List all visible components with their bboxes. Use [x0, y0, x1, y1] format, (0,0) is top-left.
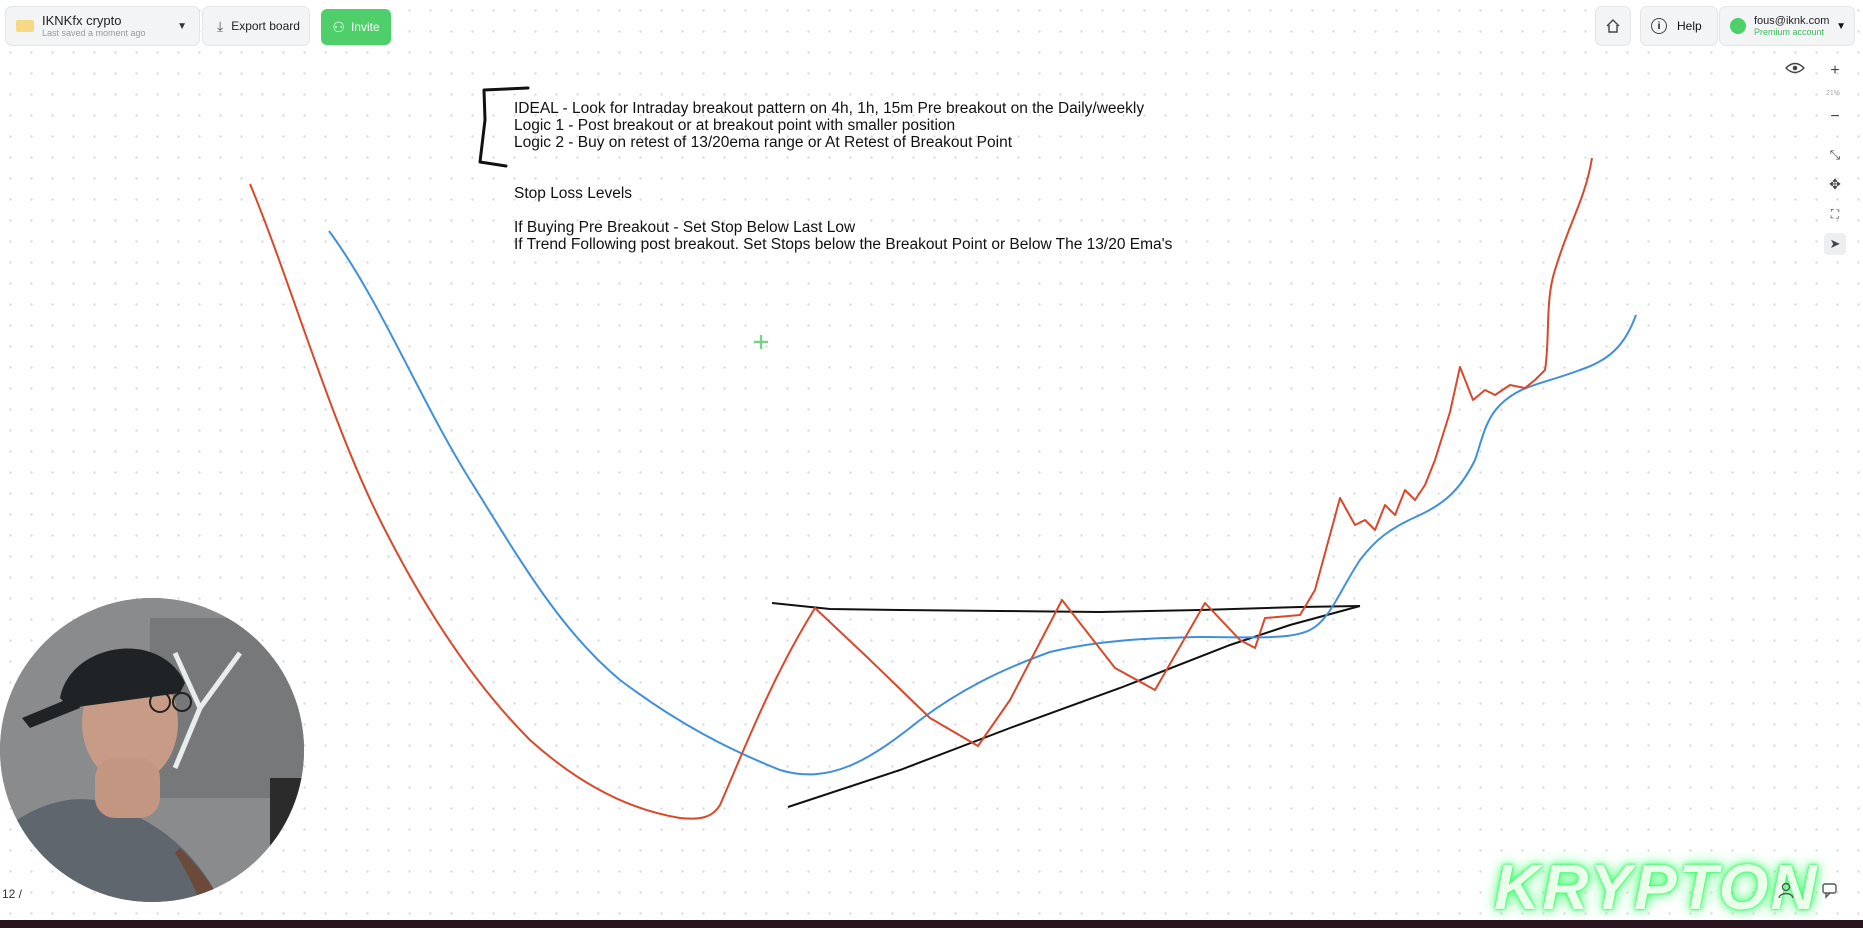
home-button[interactable]	[1595, 6, 1631, 46]
cursor-crosshair	[754, 335, 768, 349]
rising-trendline	[787, 605, 1361, 808]
invite-button[interactable]: ⚇ Invite	[321, 9, 391, 45]
zoom-level: 21%	[1826, 90, 1841, 97]
user-icon	[1730, 18, 1746, 34]
person-icon[interactable]	[1772, 876, 1800, 904]
board-save-status: Last saved a moment ago	[42, 28, 146, 38]
help-button[interactable]: i Help	[1640, 6, 1718, 46]
comment-icon[interactable]	[1816, 876, 1844, 904]
board-title: IKNKfx crypto	[42, 13, 122, 28]
account-menu[interactable]: fous@iknk.com Premium account ▼	[1719, 6, 1855, 46]
bottom-strip	[0, 920, 1863, 928]
ema-line	[328, 230, 1637, 776]
price-line	[249, 157, 1593, 820]
home-icon	[1606, 19, 1620, 33]
note-line-logic2: Logic 2 - Buy on retest of 13/20ema rang…	[514, 134, 1013, 151]
collapse-icon[interactable]: ⤡	[1829, 147, 1841, 162]
chevron-down-icon[interactable]: ▼	[1836, 21, 1846, 32]
move-icon[interactable]: ✥	[1829, 175, 1841, 192]
account-plan: Premium account	[1754, 27, 1825, 37]
pointer-icon[interactable]: ➤	[1824, 233, 1846, 255]
note-stop-line1: If Buying Pre Breakout - Set Stop Below …	[514, 219, 856, 236]
minus-icon[interactable]: −	[1830, 108, 1840, 125]
presenter-video	[0, 598, 304, 902]
note-stop-line2: If Trend Following post breakout. Set St…	[514, 236, 1173, 253]
krypton-logo: KRYPTON	[1494, 851, 1819, 923]
chevron-down-icon[interactable]: ▼	[177, 21, 187, 32]
invite-label: Invite	[350, 20, 380, 34]
download-icon: ⤓	[217, 17, 224, 34]
note-stop-title: Stop Loss Levels	[514, 185, 633, 202]
fit-screen-icon[interactable]: ⛶	[1830, 206, 1840, 221]
account-email: fous@iknk.com	[1754, 15, 1830, 27]
board-selector[interactable]: IKNKfx crypto Last saved a moment ago ▼	[5, 6, 200, 46]
webcam-overlay	[0, 598, 304, 902]
help-label: Help	[1677, 19, 1702, 33]
plus-icon[interactable]: +	[1830, 62, 1840, 79]
export-board-label: Export board	[231, 19, 300, 33]
board-icon	[16, 20, 34, 32]
add-user-icon: ⚇	[332, 18, 345, 35]
export-board-button[interactable]: ⤓ Export board	[202, 6, 310, 46]
eye-icon[interactable]	[1785, 62, 1805, 74]
note-line-logic1: Logic 1 - Post breakout or at breakout p…	[514, 117, 956, 134]
note-line-ideal: IDEAL - Look for Intraday breakout patte…	[514, 100, 1145, 117]
resistance-line	[771, 602, 1361, 614]
page-counter: 12 /	[2, 887, 23, 901]
bracket-stroke	[478, 86, 530, 168]
info-icon: i	[1651, 18, 1667, 34]
